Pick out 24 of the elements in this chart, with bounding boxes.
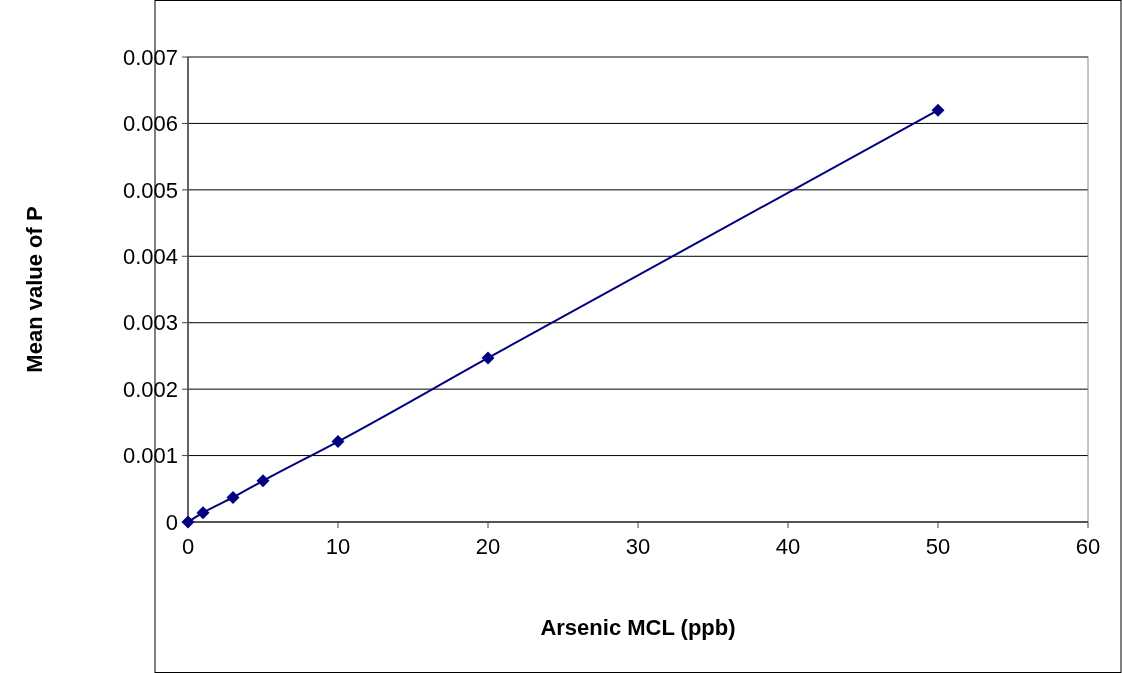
point bbox=[226, 490, 240, 504]
point bbox=[481, 351, 495, 365]
y-tick-label: 0.006 bbox=[122, 111, 178, 137]
x-axis-title: Arsenic MCL (ppb) bbox=[540, 615, 736, 640]
point bbox=[256, 474, 270, 488]
y-tick-label: 0 bbox=[165, 509, 178, 535]
y-tick-label: 0.002 bbox=[122, 376, 178, 402]
x-tick-label: 20 bbox=[475, 534, 501, 559]
x-tick-label: 10 bbox=[325, 534, 351, 559]
y-tick-label: 0.003 bbox=[122, 310, 178, 336]
y-tick-label: 0.001 bbox=[122, 443, 178, 469]
point bbox=[931, 103, 945, 117]
x-tick-label: 30 bbox=[625, 534, 651, 559]
x-tick-label: 60 bbox=[1075, 534, 1101, 559]
point bbox=[196, 506, 210, 520]
y-tick-label: 0.005 bbox=[122, 177, 178, 203]
x-tick-label: 50 bbox=[925, 534, 951, 559]
x-tick-label: 40 bbox=[775, 534, 801, 559]
y-axis-title: Mean value of P bbox=[22, 206, 47, 373]
point bbox=[331, 435, 345, 449]
y-tick-label: 0.007 bbox=[122, 44, 178, 70]
point bbox=[181, 515, 195, 529]
x-tick-label: 0 bbox=[181, 534, 195, 559]
y-tick-label: 0.004 bbox=[122, 243, 178, 269]
